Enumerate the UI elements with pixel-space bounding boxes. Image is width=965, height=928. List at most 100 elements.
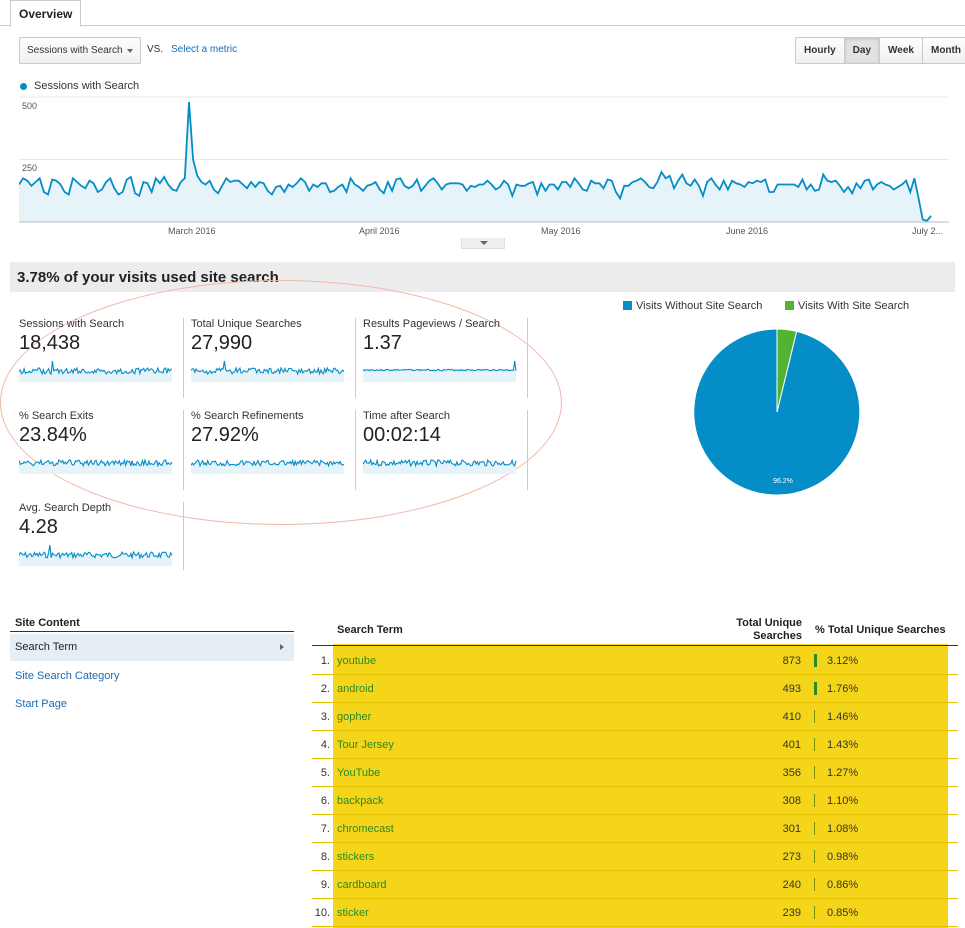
table-row[interactable]: 2. android 493 1.76%: [312, 675, 958, 703]
unique-searches-value: 493: [782, 683, 801, 695]
col-header-search-term[interactable]: Search Term: [337, 624, 403, 636]
hourly-button[interactable]: Hourly: [796, 38, 845, 63]
row-number: 1.: [320, 655, 330, 667]
pct-total-value: 1.46%: [827, 711, 859, 723]
tile-value: 4.28: [19, 516, 58, 538]
unique-searches-value: 239: [782, 907, 801, 919]
nav-item-label: Search Term: [15, 641, 78, 653]
unique-searches-value: 308: [782, 795, 801, 807]
search-term-link[interactable]: sticker: [337, 907, 369, 919]
pct-total-value: 1.08%: [827, 823, 859, 835]
y-tick-500: 500: [22, 101, 38, 111]
tile-total-unique-searches[interactable]: Total Unique Searches 27,990: [191, 318, 356, 398]
sparkline: [363, 458, 517, 474]
y-tick-250: 250: [22, 163, 38, 173]
header-divider: [312, 645, 958, 646]
tile-search-exits[interactable]: % Search Exits 23.84%: [19, 410, 184, 490]
table-row[interactable]: 9. cardboard 240 0.86%: [312, 871, 958, 899]
table-row[interactable]: 5. YouTube 356 1.27%: [312, 759, 958, 787]
table-row[interactable]: 6. backpack 308 1.10%: [312, 787, 958, 815]
site-search-headline: 3.78% of your visits used site search: [10, 262, 955, 292]
sparkline: [363, 360, 517, 382]
row-number: 7.: [320, 823, 330, 835]
unique-searches-value: 356: [782, 767, 801, 779]
tile-value: 27.92%: [191, 424, 259, 446]
pct-bar: [814, 738, 815, 751]
unique-searches-value: 301: [782, 823, 801, 835]
table-row[interactable]: 1. youtube 873 3.12%: [312, 647, 958, 675]
legend-swatch-green: [785, 301, 794, 310]
row-number: 8.: [320, 851, 330, 863]
pct-bar: [814, 878, 815, 891]
search-term-link[interactable]: YouTube: [337, 767, 381, 779]
sparkline-line: [19, 458, 173, 468]
search-term-link[interactable]: Tour Jersey: [337, 739, 394, 751]
pct-total-value: 3.12%: [827, 655, 859, 667]
series-legend-label: Sessions with Search: [34, 80, 140, 92]
search-term-link[interactable]: gopher: [337, 711, 372, 723]
vs-label: VS.: [147, 44, 164, 55]
unique-searches-value: 873: [782, 655, 801, 667]
nav-item-search-term[interactable]: Search Term: [10, 634, 294, 661]
tile-label: Time after Search: [363, 410, 451, 422]
tile-time-after-search[interactable]: Time after Search 00:02:14: [363, 410, 528, 490]
series-area: [19, 102, 931, 222]
table-row[interactable]: 7. chromecast 301 1.08%: [312, 815, 958, 843]
table-row[interactable]: 3. gopher 410 1.46%: [312, 703, 958, 731]
pct-total-value: 0.98%: [827, 851, 859, 863]
chart-collapse-handle[interactable]: [461, 238, 505, 249]
pie-slice-label: 96.2%: [773, 478, 793, 485]
search-term-link[interactable]: youtube: [337, 655, 377, 667]
pie-legend-label: Visits Without Site Search: [636, 300, 763, 312]
table-row[interactable]: 10. sticker 239 0.85%: [312, 899, 958, 927]
metric-select-label: Sessions with Search: [27, 45, 123, 56]
tab-overview[interactable]: Overview: [10, 0, 82, 27]
tile-search-refinements[interactable]: % Search Refinements 27.92%: [191, 410, 356, 490]
select-metric-link[interactable]: Select a metric: [171, 44, 238, 55]
nav-item-site-search-category[interactable]: Site Search Category: [15, 670, 120, 682]
metric-select[interactable]: Sessions with Search: [19, 37, 141, 64]
line-chart: [19, 96, 949, 223]
legend-swatch-blue: [623, 301, 632, 310]
table-row[interactable]: 4. Tour Jersey 401 1.43%: [312, 731, 958, 759]
tile-label: Avg. Search Depth: [19, 502, 112, 514]
pct-bar: [814, 794, 815, 807]
sparkline-area: [19, 460, 172, 474]
sparkline-line: [19, 544, 173, 560]
pie-legend-label: Visits With Site Search: [798, 300, 910, 312]
table-row[interactable]: 8. stickers 273 0.98%: [312, 843, 958, 871]
chevron-down-icon: [127, 49, 133, 53]
col-header-pct-total[interactable]: % Total Unique Searches: [815, 624, 946, 636]
pie-legend-with: Visits With Site Search: [785, 300, 909, 312]
pct-bar: [814, 766, 815, 779]
tile-sessions-with-search[interactable]: Sessions with Search 18,438: [19, 318, 184, 398]
month-button[interactable]: Month: [922, 38, 965, 63]
tile-label: % Search Exits: [19, 410, 94, 422]
pct-total-value: 1.43%: [827, 739, 859, 751]
tab-bar: [0, 0, 965, 26]
x-tick-may: May 2016: [541, 226, 581, 236]
week-button[interactable]: Week: [880, 38, 923, 63]
tile-label: Total Unique Searches: [191, 318, 302, 330]
unique-searches-value: 273: [782, 851, 801, 863]
sparkline-line: [191, 458, 345, 468]
divider: [10, 631, 294, 632]
annotation-ellipse: [0, 280, 562, 525]
series-legend-dot: [20, 83, 27, 90]
tile-value: 27,990: [191, 332, 253, 354]
search-term-link[interactable]: backpack: [337, 795, 384, 807]
search-term-link[interactable]: stickers: [337, 851, 375, 863]
nav-item-start-page[interactable]: Start Page: [15, 698, 67, 710]
pct-bar: [814, 850, 815, 863]
day-button[interactable]: Day: [844, 38, 881, 63]
pct-bar: [814, 710, 815, 723]
x-tick-july: July 2...: [912, 226, 944, 236]
search-term-link[interactable]: chromecast: [337, 823, 394, 835]
search-term-link[interactable]: android: [337, 683, 374, 695]
sparkline-line: [19, 360, 172, 376]
tile-avg-search-depth[interactable]: Avg. Search Depth 4.28: [19, 502, 184, 570]
col-header-total-unique-searches[interactable]: Total Unique Searches: [730, 617, 802, 643]
pie-slice-with-search: [776, 328, 798, 413]
tile-results-pageviews[interactable]: Results Pageviews / Search 1.37: [363, 318, 528, 398]
search-term-link[interactable]: cardboard: [337, 879, 387, 891]
